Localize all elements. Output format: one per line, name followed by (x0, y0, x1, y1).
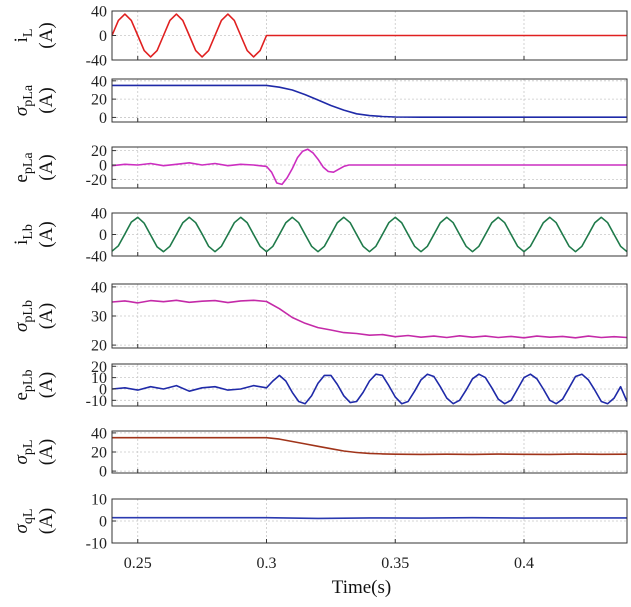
y-tick-label: -10 (86, 393, 107, 410)
panel-1: 020 40 σpLa (A) (11, 73, 628, 127)
y-axis-label-unit: (A) (36, 154, 57, 180)
y-tick-label: 0 (99, 381, 107, 398)
y-tick-label: 20 (91, 143, 107, 160)
series-line (111, 13, 627, 58)
y-axis-label-symbol: σpLa (11, 84, 36, 116)
series-line (112, 436, 628, 456)
y-tick-label: 0 (99, 110, 107, 127)
y-axis-label-unit: (A) (36, 303, 57, 329)
y-axis-label-symbol: σpL (11, 440, 36, 465)
series-line (112, 84, 627, 118)
y-tick-label: 20 (91, 445, 107, 462)
y-tick-label: 40 (91, 425, 107, 442)
x-axis-label: Time(s) (332, 577, 391, 598)
axes-frame (111, 146, 628, 189)
y-tick-label: 0 (99, 28, 107, 45)
y-tick-label: 0 (99, 464, 107, 481)
y-tick-label: 10 (91, 370, 107, 387)
axes-frame (111, 78, 628, 123)
y-tick-label: 0 (99, 514, 107, 531)
y-axis-label-unit: (A) (36, 87, 57, 113)
panel-6: 0 20 40 σpL (A) (11, 425, 628, 481)
y-tick-label: 0 (99, 157, 107, 174)
y-tick-label: 40 (91, 73, 107, 90)
y-axis-label-unit: (A) (36, 508, 57, 534)
y-tick-label: 10 (91, 492, 107, 509)
series-line (112, 516, 627, 520)
axes-frame (111, 363, 628, 407)
y-tick-label: 0 (99, 227, 107, 244)
y-axis-label-symbol: iL (11, 29, 36, 43)
x-tick-label: 0.35 (381, 555, 409, 572)
y-tick-label: 40 (91, 4, 107, 21)
y-tick-label: 40 (91, 279, 107, 296)
y-axis-label-unit: (A) (36, 439, 57, 465)
x-tick-label: 0.3 (257, 555, 277, 572)
y-tick-label: -20 (86, 172, 107, 189)
y-tick-label: 40 (91, 206, 107, 223)
series-line (111, 373, 628, 405)
series-line (111, 299, 628, 339)
x-tick-label: 0.25 (124, 555, 152, 572)
y-axis-label-symbol: σpLb (11, 300, 36, 332)
y-axis-label-unit: (A) (36, 22, 57, 48)
y-tick-label: 20 (91, 92, 107, 109)
y-axis-label-symbol: epLb (11, 370, 36, 401)
panel-4: 20 30 40 σpLb (A) (11, 279, 628, 355)
x-tick-label: 0.4 (514, 555, 534, 572)
y-axis-label-symbol: epLa (11, 152, 36, 183)
y-axis-label-symbol: iLb (11, 224, 36, 245)
y-tick-label: 30 (91, 309, 107, 326)
y-tick-label: -10 (86, 536, 107, 553)
panel-0: -40 0 40 iL (A) (11, 4, 628, 70)
y-tick-label: 20 (91, 338, 107, 355)
y-axis-label-unit: (A) (36, 221, 57, 247)
y-axis-label-symbol: σqL (11, 509, 36, 534)
y-axis-label-unit: (A) (36, 372, 57, 398)
y-tick-label: 20 (91, 359, 107, 376)
panel-7: -10 0 10 σqL (A) (11, 492, 628, 553)
y-tick-label: -40 (86, 249, 107, 266)
series-line (111, 216, 628, 253)
panel-3: -40 0 40 iLb (A) (11, 206, 628, 266)
series-line (111, 148, 627, 186)
y-tick-label: -40 (86, 53, 107, 70)
